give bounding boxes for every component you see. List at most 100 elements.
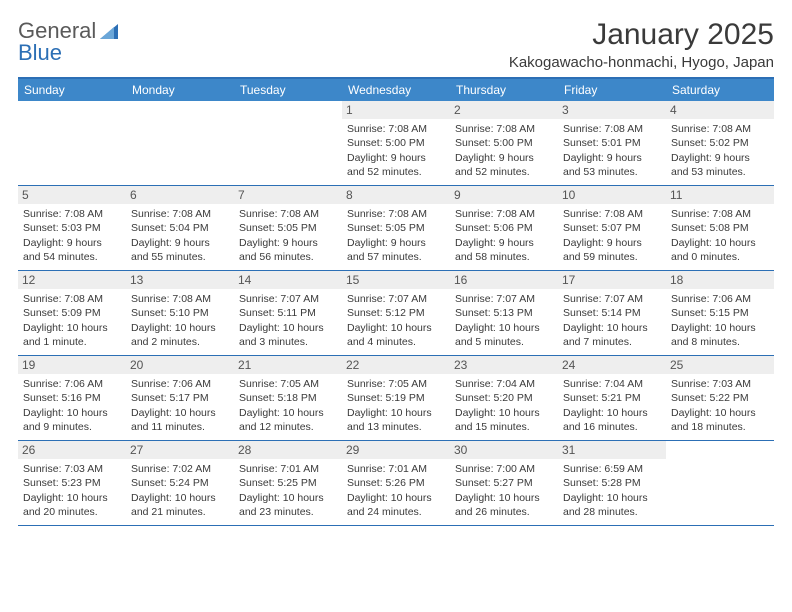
sunset-text: Sunset: 5:28 PM: [563, 476, 661, 490]
day-cell: 31Sunrise: 6:59 AMSunset: 5:28 PMDayligh…: [558, 441, 666, 525]
sunrise-text: Sunrise: 7:06 AM: [23, 377, 121, 391]
sunset-text: Sunset: 5:01 PM: [563, 136, 661, 150]
daylight-text: Daylight: 10 hours and 7 minutes.: [563, 321, 661, 349]
sunset-text: Sunset: 5:25 PM: [239, 476, 337, 490]
week-row: 19Sunrise: 7:06 AMSunset: 5:16 PMDayligh…: [18, 356, 774, 441]
day-cell: 6Sunrise: 7:08 AMSunset: 5:04 PMDaylight…: [126, 186, 234, 270]
daylight-text: Daylight: 9 hours and 58 minutes.: [455, 236, 553, 264]
sunrise-text: Sunrise: 7:07 AM: [455, 292, 553, 306]
day-cell: 9Sunrise: 7:08 AMSunset: 5:06 PMDaylight…: [450, 186, 558, 270]
sunset-text: Sunset: 5:22 PM: [671, 391, 769, 405]
day-cell: 20Sunrise: 7:06 AMSunset: 5:17 PMDayligh…: [126, 356, 234, 440]
day-number: 10: [558, 186, 666, 204]
sunrise-text: Sunrise: 7:08 AM: [563, 122, 661, 136]
daylight-text: Daylight: 10 hours and 23 minutes.: [239, 491, 337, 519]
daylight-text: Daylight: 9 hours and 57 minutes.: [347, 236, 445, 264]
day-number: 9: [450, 186, 558, 204]
day-cell: 25 Sunrise: 7:03 AMSunset: 5:22 PMDayligh…: [666, 356, 774, 440]
sunset-text: Sunset: 5:10 PM: [131, 306, 229, 320]
day-number: 17: [558, 271, 666, 289]
day-number: 24: [558, 356, 666, 374]
sunset-text: Sunset: 5:13 PM: [455, 306, 553, 320]
sunset-text: Sunset: 5:05 PM: [347, 221, 445, 235]
day-number: 20: [126, 356, 234, 374]
day-cell: 18Sunrise: 7:06 AMSunset: 5:15 PMDayligh…: [666, 271, 774, 355]
daylight-text: Daylight: 10 hours and 24 minutes.: [347, 491, 445, 519]
sunset-text: Sunset: 5:11 PM: [239, 306, 337, 320]
sunrise-text: Sunrise: 7:07 AM: [239, 292, 337, 306]
daylight-text: Daylight: 10 hours and 5 minutes.: [455, 321, 553, 349]
day-number: 1: [342, 101, 450, 119]
day-number: 21: [234, 356, 342, 374]
day-number: 13: [126, 271, 234, 289]
daylight-text: Daylight: 9 hours and 52 minutes.: [347, 151, 445, 179]
daylight-text: Daylight: 9 hours and 56 minutes.: [239, 236, 337, 264]
page-title: January 2025: [509, 18, 774, 52]
sunrise-text: Sunrise: 7:06 AM: [131, 377, 229, 391]
day-number: 19: [18, 356, 126, 374]
sunset-text: Sunset: 5:27 PM: [455, 476, 553, 490]
day-cell: 23Sunrise: 7:04 AMSunset: 5:20 PMDayligh…: [450, 356, 558, 440]
day-number: 3: [558, 101, 666, 119]
sunset-text: Sunset: 5:07 PM: [563, 221, 661, 235]
day-cell: 8Sunrise: 7:08 AMSunset: 5:05 PMDaylight…: [342, 186, 450, 270]
daylight-text: Daylight: 10 hours and 21 minutes.: [131, 491, 229, 519]
sunrise-text: Sunrise: 7:07 AM: [563, 292, 661, 306]
sunrise-text: Sunrise: 7:03 AM: [671, 377, 769, 391]
day-cell: 2Sunrise: 7:08 AMSunset: 5:00 PMDaylight…: [450, 101, 558, 185]
sunset-text: Sunset: 5:00 PM: [347, 136, 445, 150]
daylight-text: Daylight: 10 hours and 18 minutes.: [671, 406, 769, 434]
day-cell: 14Sunrise: 7:07 AMSunset: 5:11 PMDayligh…: [234, 271, 342, 355]
daylight-text: Daylight: 9 hours and 53 minutes.: [563, 151, 661, 179]
day-cell: 1 Sunrise: 7:08 AMSunset: 5:00 PMDaylight…: [342, 101, 450, 185]
daylight-text: Daylight: 10 hours and 13 minutes.: [347, 406, 445, 434]
sunrise-text: Sunrise: 7:05 AM: [347, 377, 445, 391]
day-number: 31: [558, 441, 666, 459]
day-cell: 3 Sunrise: 7:08 AMSunset: 5:01 PMDaylight…: [558, 101, 666, 185]
sunrise-text: Sunrise: 7:08 AM: [131, 292, 229, 306]
day-cell: .: [18, 101, 126, 185]
sunrise-text: Sunrise: 7:07 AM: [347, 292, 445, 306]
logo-sail-icon: [100, 22, 122, 40]
sunrise-text: Sunrise: 7:03 AM: [23, 462, 121, 476]
day-number: 22: [342, 356, 450, 374]
day-number: 25: [666, 356, 774, 374]
day-number: 29: [342, 441, 450, 459]
weekday-header: Wednesday: [342, 79, 450, 101]
sunrise-text: Sunrise: 7:02 AM: [131, 462, 229, 476]
sunrise-text: Sunrise: 7:01 AM: [239, 462, 337, 476]
sunrise-text: Sunrise: 7:04 AM: [455, 377, 553, 391]
day-number: 4: [666, 101, 774, 119]
sunset-text: Sunset: 5:16 PM: [23, 391, 121, 405]
day-cell: 24Sunrise: 7:04 AMSunset: 5:21 PMDayligh…: [558, 356, 666, 440]
day-number: 12: [18, 271, 126, 289]
sunset-text: Sunset: 5:02 PM: [671, 136, 769, 150]
week-row: ...1Sunrise: 7:08 AMSunset: 5:00 PMDayli…: [18, 101, 774, 186]
daylight-text: Daylight: 10 hours and 16 minutes.: [563, 406, 661, 434]
day-cell: 29Sunrise: 7:01 AMSunset: 5:26 PMDayligh…: [342, 441, 450, 525]
daylight-text: Daylight: 9 hours and 55 minutes.: [131, 236, 229, 264]
weekday-header: Tuesday: [234, 79, 342, 101]
sunset-text: Sunset: 5:03 PM: [23, 221, 121, 235]
daylight-text: Daylight: 10 hours and 4 minutes.: [347, 321, 445, 349]
sunset-text: Sunset: 5:15 PM: [671, 306, 769, 320]
sunset-text: Sunset: 5:23 PM: [23, 476, 121, 490]
day-number: 14: [234, 271, 342, 289]
sunset-text: Sunset: 5:17 PM: [131, 391, 229, 405]
sunset-text: Sunset: 5:24 PM: [131, 476, 229, 490]
weekday-header: Thursday: [450, 79, 558, 101]
day-number: 28: [234, 441, 342, 459]
sunset-text: Sunset: 5:21 PM: [563, 391, 661, 405]
sunrise-text: Sunrise: 7:08 AM: [347, 122, 445, 136]
sunset-text: Sunset: 5:09 PM: [23, 306, 121, 320]
sunrise-text: Sunrise: 7:06 AM: [671, 292, 769, 306]
daylight-text: Daylight: 9 hours and 59 minutes.: [563, 236, 661, 264]
sunset-text: Sunset: 5:05 PM: [239, 221, 337, 235]
weekday-header: Sunday: [18, 79, 126, 101]
day-number: 18: [666, 271, 774, 289]
day-number: 11: [666, 186, 774, 204]
sunrise-text: Sunrise: 7:08 AM: [239, 207, 337, 221]
sunrise-text: Sunrise: 7:08 AM: [23, 292, 121, 306]
day-cell: 19Sunrise: 7:06 AMSunset: 5:16 PMDayligh…: [18, 356, 126, 440]
daylight-text: Daylight: 9 hours and 54 minutes.: [23, 236, 121, 264]
